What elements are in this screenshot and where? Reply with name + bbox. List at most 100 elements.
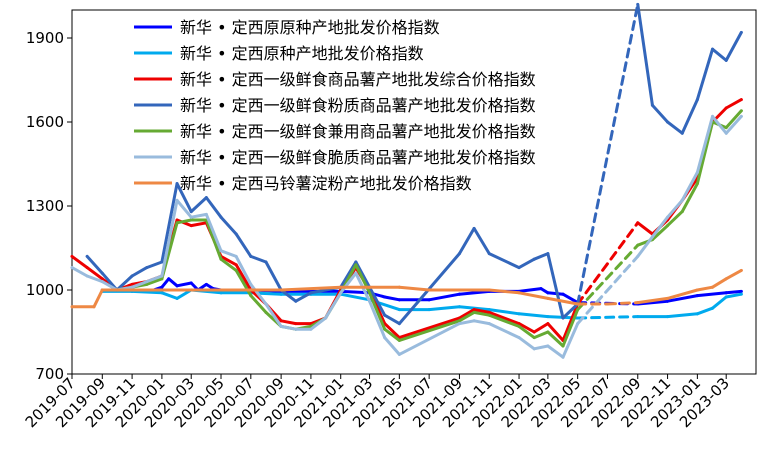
series-4-segment [666, 120, 684, 135]
series-2-segment [695, 306, 715, 316]
series-6-point-14 [279, 325, 283, 328]
series-1-segment [457, 289, 491, 296]
series-1-point-23 [546, 291, 550, 295]
series-7-point-15 [576, 302, 580, 306]
series-4-point-28 [561, 316, 565, 320]
legend-label-2: 新华 • 定西原种产地批发价格指数 [180, 44, 424, 63]
series-4-point-3 [130, 274, 134, 278]
series-1-point-19 [458, 292, 461, 296]
series-6-point-6 [160, 274, 164, 278]
series-6-point-10 [219, 249, 223, 253]
series-4-segment [383, 313, 401, 326]
series-6-segment [724, 114, 743, 135]
series-7-point-7 [339, 285, 343, 289]
series-6-point-33 [666, 215, 669, 219]
series-6-segment [234, 254, 253, 286]
series-6-point-1 [85, 274, 89, 278]
series-2-segment [724, 292, 743, 299]
series-4-segment [472, 226, 491, 256]
series-7-segment [546, 296, 580, 306]
series-7-segment [724, 268, 743, 281]
series-3-segment [546, 322, 565, 342]
series-5-point-3 [160, 277, 164, 281]
series-2-point-22 [724, 295, 728, 299]
series-7-point-12 [487, 288, 491, 292]
series-6-point-30 [576, 322, 580, 325]
series-7-segment [279, 285, 343, 292]
series-2-point-11 [397, 308, 401, 311]
series-6-gap-segment [576, 254, 640, 326]
series-4-segment [279, 288, 298, 303]
series-6-point-28 [546, 344, 550, 348]
series-5-point-28 [636, 243, 640, 247]
series-6-point-27 [532, 347, 536, 351]
series-1-segment [636, 299, 670, 306]
series-4-segment [234, 232, 253, 258]
legend-label-3: 新华 • 定西一级鲜食商品薯产地批发综合价格指数 [180, 70, 536, 89]
series-4-point-12 [264, 260, 268, 264]
series-3-point-1 [85, 266, 89, 269]
series-7-segment [636, 296, 670, 305]
series-4-segment [160, 182, 179, 264]
series-7-point-1 [92, 305, 96, 309]
series-5-point-25 [546, 330, 550, 334]
series-4-point-26 [532, 257, 536, 261]
series-3-point-37 [724, 106, 728, 110]
series-4-point-1 [100, 271, 104, 275]
series-5-point-31 [680, 210, 684, 214]
series-6-point-23 [458, 322, 461, 325]
series-4-segment [711, 47, 728, 62]
series-1-point-16 [383, 295, 387, 299]
series-6-segment [309, 316, 328, 331]
series-3-segment [472, 308, 491, 314]
series-6-point-31 [636, 255, 640, 258]
series-5-segment [487, 313, 521, 328]
series-6-point-37 [724, 131, 728, 135]
series-4-segment [189, 196, 208, 214]
series-4-point-24 [487, 252, 491, 256]
series-4-point-9 [219, 215, 223, 219]
series-2-point-20 [695, 312, 699, 316]
series-6-point-5 [145, 280, 149, 283]
series-1-segment [724, 289, 743, 295]
series-4-point-23 [472, 227, 476, 230]
series-3-segment [724, 98, 743, 110]
series-5-segment [397, 319, 461, 342]
series-3-point-4 [130, 283, 134, 286]
series-7-point-22 [739, 269, 743, 272]
series-3-point-2 [100, 277, 104, 281]
series-6-segment [397, 322, 461, 356]
series-4-segment [695, 47, 715, 102]
series-5 [115, 109, 743, 348]
series-7-point-10 [427, 288, 431, 292]
series-6-segment [487, 322, 521, 340]
series-3-point-27 [532, 330, 536, 334]
series-5-point-19 [397, 339, 401, 342]
series-5-segment [532, 330, 550, 340]
series-5-point-32 [695, 182, 699, 186]
series-5-segment [724, 109, 743, 130]
series-3-segment [397, 316, 461, 340]
series-3-segment [636, 221, 654, 236]
series-7-point-3 [130, 288, 134, 292]
series-3-point-25 [487, 311, 491, 314]
series-6-point-4 [130, 285, 134, 289]
series-7-point-18 [666, 297, 669, 300]
series-5-point-4 [175, 221, 179, 225]
series-3-point-0 [70, 255, 74, 258]
series-5-segment [145, 277, 164, 286]
series-2-segment [711, 295, 728, 310]
series-5-segment [219, 257, 238, 272]
series-7-point-4 [160, 288, 164, 292]
series-4-segment [339, 260, 358, 289]
series-4-point-18 [354, 260, 358, 264]
series-7-segment [397, 285, 431, 292]
series-6-segment [339, 271, 358, 295]
series-5-point-18 [383, 327, 387, 331]
series-4-point-32 [666, 120, 669, 124]
series-7-point-17 [636, 301, 640, 304]
series-5-point-9 [249, 294, 253, 297]
series-7-point-0 [70, 305, 74, 309]
series-5-point-8 [234, 269, 238, 272]
series-4-segment [650, 103, 670, 124]
